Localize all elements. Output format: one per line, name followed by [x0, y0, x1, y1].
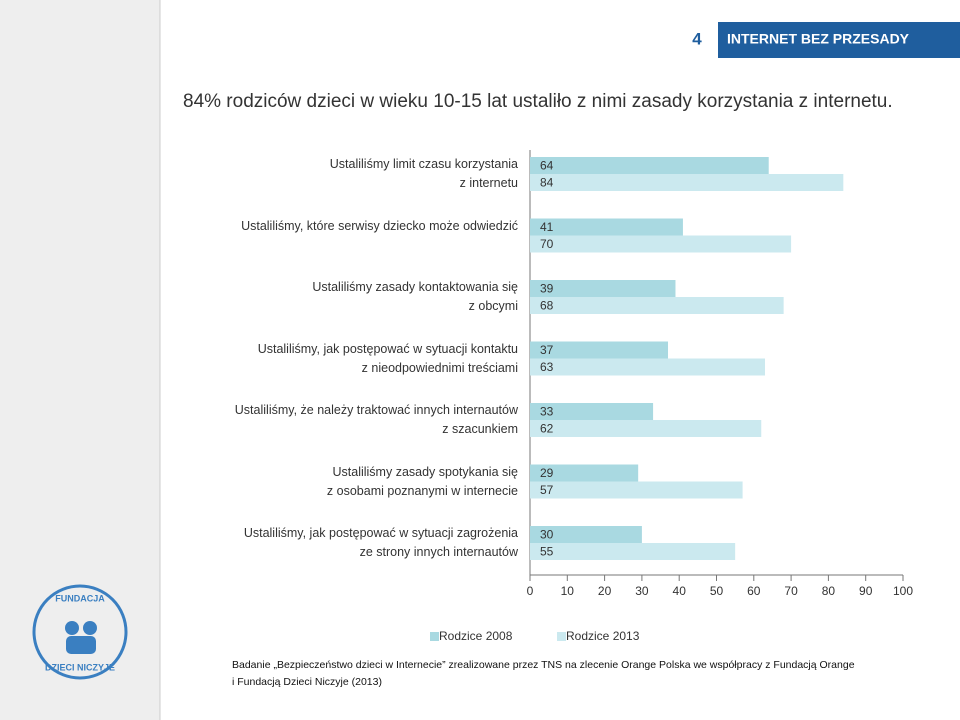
- x-tick-label: 80: [822, 584, 836, 598]
- bar: [530, 464, 639, 482]
- value-label: 63: [540, 360, 554, 374]
- page-number: 4: [692, 29, 702, 48]
- section-title: INTERNET BEZ PRZESADY: [727, 31, 910, 47]
- category-label: Ustaliliśmy limit czasu korzystania z in…: [329, 157, 518, 190]
- bar: [530, 341, 669, 359]
- value-label: 39: [540, 282, 554, 296]
- x-tick-label: 50: [710, 584, 724, 598]
- legend-swatch: [557, 632, 566, 641]
- value-label: 29: [540, 466, 554, 480]
- x-tick-label: 100: [893, 584, 913, 598]
- chart-title: 84% rodziców dzieci w wieku 10-15 lat us…: [183, 91, 893, 112]
- value-label: 33: [540, 405, 554, 419]
- x-tick-label: 90: [859, 584, 873, 598]
- logo-text: DZIECI NICZYJE: [45, 662, 115, 672]
- logo-text: FUNDACJA: [55, 593, 105, 603]
- value-label: 37: [540, 343, 554, 357]
- logo-figure: [83, 621, 97, 635]
- value-label: 55: [540, 545, 554, 559]
- x-tick-label: 70: [784, 584, 798, 598]
- bar: [530, 297, 784, 314]
- bar: [530, 174, 844, 191]
- value-label: 41: [540, 220, 554, 234]
- category-label: Ustaliliśmy, jak postępować w sytuacji z…: [243, 526, 518, 559]
- value-label: 57: [540, 483, 554, 497]
- value-label: 70: [540, 237, 554, 251]
- logo-figure: [66, 636, 96, 654]
- legend-label: Rodzice 2008: [439, 629, 513, 643]
- bar: [530, 481, 743, 499]
- category-label: Ustaliliśmy zasady kontaktowania się z o…: [312, 280, 518, 313]
- logo-figure: [65, 621, 79, 635]
- category-label: Ustaliliśmy, które serwisy dziecko może …: [241, 218, 518, 233]
- x-tick-label: 40: [673, 584, 687, 598]
- x-tick-label: 0: [527, 584, 534, 598]
- x-tick-label: 30: [635, 584, 649, 598]
- category-label: Ustaliliśmy, że należy traktować innych …: [234, 403, 518, 436]
- value-label: 84: [540, 176, 554, 190]
- bar: [530, 420, 762, 437]
- value-label: 62: [540, 422, 554, 436]
- category-label: Ustaliliśmy zasady spotykania się z osob…: [326, 464, 518, 498]
- bar: [530, 157, 769, 174]
- legend-label: Rodzice 2013: [566, 629, 640, 643]
- x-tick-label: 10: [561, 584, 575, 598]
- value-label: 68: [540, 299, 554, 313]
- value-label: 64: [540, 159, 554, 173]
- bar: [530, 358, 765, 376]
- footnote: Badanie „Bezpieczeństwo dzieci w Interne…: [232, 659, 855, 688]
- section-bar: [718, 22, 960, 58]
- logo-ring: [32, 584, 128, 680]
- bar: [530, 235, 792, 253]
- legend-swatch: [430, 632, 439, 641]
- x-tick-label: 60: [747, 584, 761, 598]
- bar: [530, 543, 736, 560]
- x-tick-label: 20: [598, 584, 612, 598]
- category-label: Ustaliliśmy, jak postępować w sytuacji k…: [257, 341, 518, 375]
- bar: [530, 403, 654, 420]
- bar: [530, 280, 676, 297]
- side-panel: [0, 0, 160, 720]
- bar: [530, 526, 642, 543]
- bar: [530, 218, 683, 236]
- page-number-box: [680, 22, 718, 58]
- value-label: 30: [540, 528, 554, 542]
